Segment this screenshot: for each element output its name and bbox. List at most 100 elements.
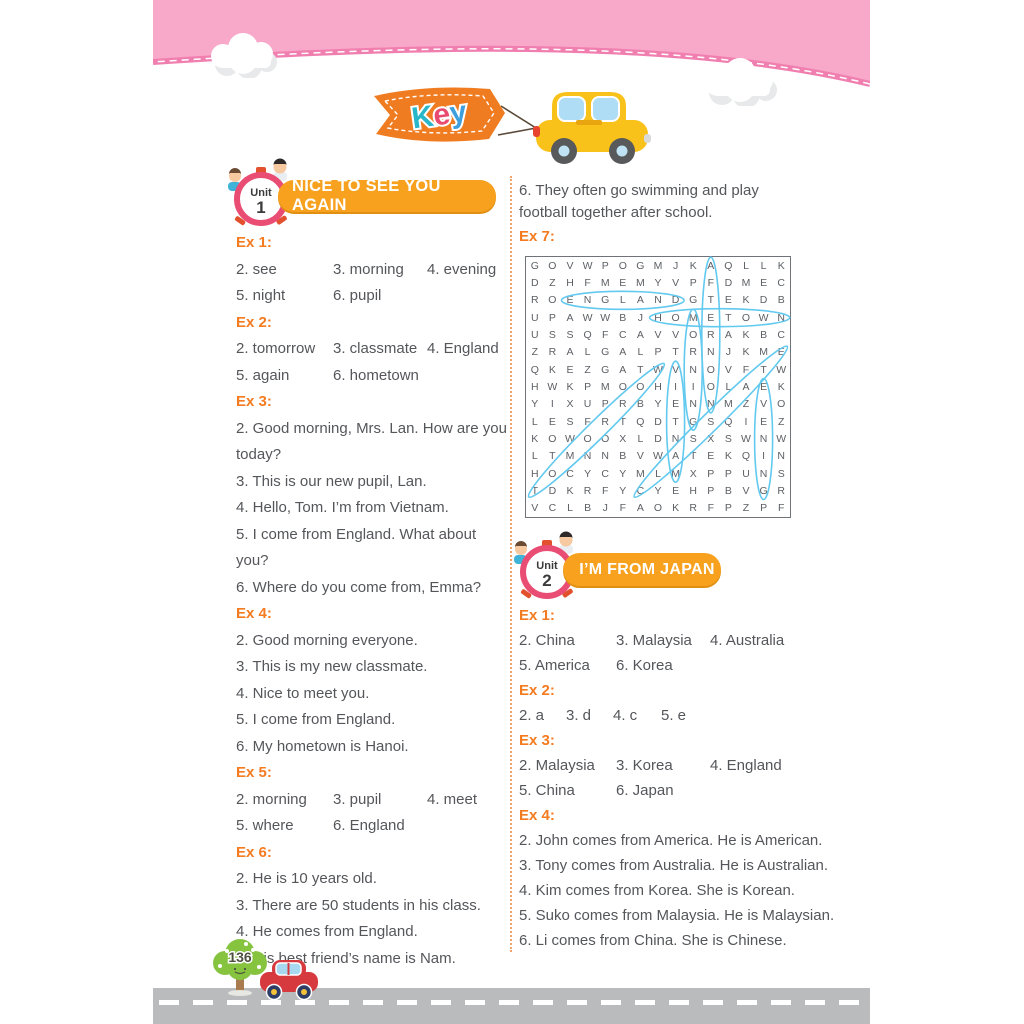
wordsearch-letter: M [600,276,610,289]
wordsearch-letter: G [601,363,610,376]
wordsearch-letter: L [567,502,573,515]
wordsearch-letter: M [688,311,698,324]
wordsearch-letter: C [777,328,785,341]
wordsearch-letter: L [584,346,591,359]
wordsearch-letter: E [760,415,768,428]
answer-item: 4. Australia [710,632,785,649]
answer-item: 3. There are 50 students in his class. [236,896,481,914]
wordsearch-letter: P [760,502,768,515]
wordsearch-letter: S [707,415,715,428]
wordsearch-letter: P [548,311,556,324]
wordsearch-letter: Z [777,415,785,428]
wordsearch-letter: A [566,346,574,359]
wordsearch-letter: W [653,363,663,376]
page-number-tree: 136 [213,939,267,996]
wordsearch-letter: Z [742,502,750,515]
wordsearch-letter: P [601,398,609,411]
answer-item: 6. Japan [616,782,674,799]
unit2-exercises: Ex 1: 2. China 3. Malaysia 4. Australia 5. A… [519,603,855,953]
answer-item: 2. tomorrow [236,340,316,357]
wordsearch-letter: S [548,328,556,341]
wordsearch-letter: P [689,276,697,289]
wordsearch-letter: F [619,502,626,515]
answer-item: 3. Malaysia [616,632,692,649]
exercise-label: Ex 7: [519,228,555,245]
wordsearch-letter: V [672,276,680,289]
wordsearch-letter: O [548,294,557,307]
answer-item: 4. Nice to meet you. [236,684,370,702]
unit2-badge-number: 2 [542,571,551,590]
road-dashed-line [159,1000,864,1005]
answer-item: 3. This is our new pupil, Lan. [236,472,427,490]
wordsearch-letter: Y [531,398,539,411]
answer-item: 3. This is my new classmate. [236,658,428,675]
answer-item: 3. d [566,707,592,724]
wordsearch-letter: L [725,380,732,393]
exercise-answers: 2. Good morning everyone. 3. This is my n… [236,628,510,761]
wordsearch-letter: Q [724,415,733,428]
answer-item: 5. China [519,782,575,799]
wordsearch-letter: Y [619,467,627,480]
wordsearch-letter: E [619,276,627,289]
exercise-label: Ex 3: [236,393,272,410]
wordsearch-letter: G [601,346,610,359]
wordsearch-letter: S [777,467,785,480]
wordsearch-letter: R [777,484,785,497]
answer-item: 3. Korea [616,757,673,774]
exercise-answers: 2. Good morning, Mrs. Lan. How are you t… [236,416,510,602]
wordsearch-letter: W [565,432,575,445]
wordsearch-letter: O [706,363,715,376]
exercise-answers: 2. tomorrow 3. classmate 4. England 5. agai… [236,336,510,389]
wordsearch-letter: F [584,276,591,289]
unit1-badge-number: 1 [256,198,265,217]
wordsearch-letter: V [531,502,539,515]
wordsearch-letter: R [707,328,715,341]
wordsearch-letter: E [760,276,768,289]
wordsearch-letter: T [637,363,644,376]
wordsearch-letter: Q [636,415,645,428]
exercise-answers: 2. see 3. morning 4. evening 5. night 6. pup… [236,257,510,310]
ex6-continuation-answer: 6. They often go swimming and play footb… [519,182,759,221]
answer-item: 2. morning [236,790,307,808]
wordsearch-letter: X [689,467,697,480]
wordsearch-letter: H [654,311,662,324]
wordsearch-letter: J [637,311,644,324]
wordsearch-letter: N [707,346,715,359]
wordsearch-letter: T [725,311,732,324]
wordsearch-letter: W [582,311,593,324]
wordsearch-letter: I [762,450,766,463]
wordsearch-letter: M [653,259,663,272]
wordsearch-letter: D [548,484,557,497]
wordsearch-letter: B [619,450,627,463]
wordsearch-letter: L [655,467,661,480]
unit2-badge-label: Unit [536,560,558,572]
key-flag: Key [374,87,505,142]
clock-foot-left [234,216,246,226]
wordsearch-letter: R [548,346,557,359]
exercise-label: Ex 2: [519,682,555,699]
clock-foot-left [520,589,532,599]
wordsearch-letter: T [760,363,767,376]
wordsearch-letter: P [707,484,715,497]
clock-foot-right [276,215,287,225]
wordsearch-letter: C [566,467,574,480]
wordsearch-letter: H [689,484,697,497]
wordsearch-letter: N [654,294,662,307]
wordsearch-letter: N [777,311,785,324]
wordsearch-letter: V [724,363,732,376]
wordsearch-letter: M [741,276,751,289]
unit2-badge: Unit 2 [514,531,574,599]
wordsearch-letter: Q [530,363,539,376]
wordsearch-letter: O [777,398,786,411]
wordsearch-letter: E [760,380,768,393]
wordsearch-letter: X [619,432,627,445]
wordsearch-letter: P [724,467,732,480]
wordsearch-letter: R [689,502,697,515]
wordsearch-letter: Z [549,276,556,289]
wordsearch-letter: N [583,294,592,307]
answer-item: 4. meet [427,790,478,808]
wordsearch-letter: V [636,450,644,463]
wordsearch-letter: G [759,484,768,497]
